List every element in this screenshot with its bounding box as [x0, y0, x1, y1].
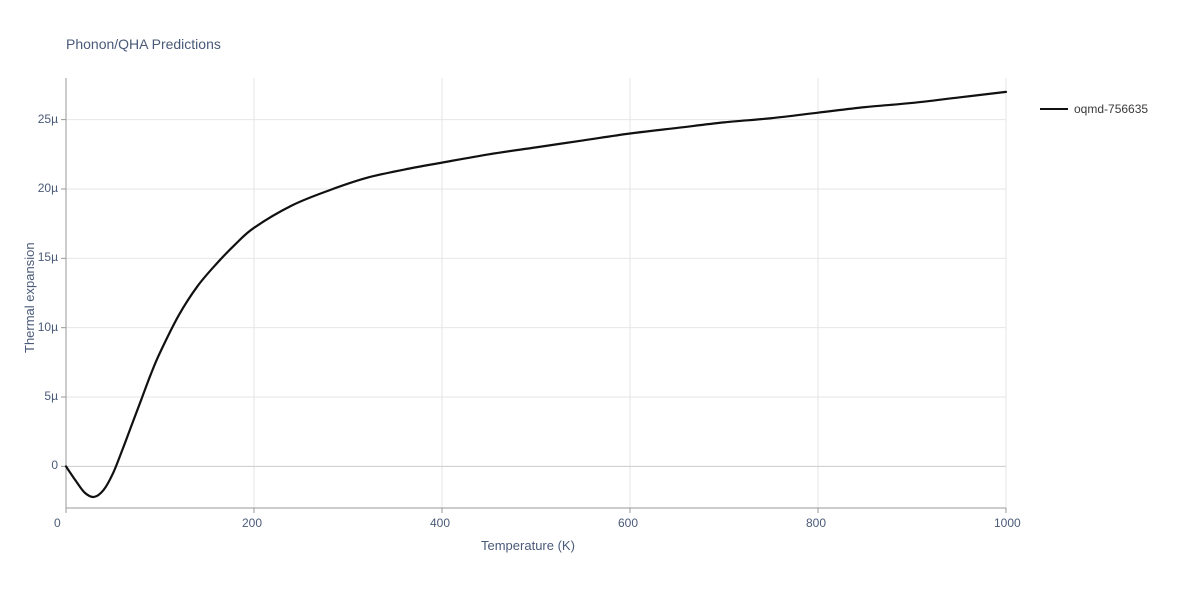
legend-series-label: oqmd-756635 [1074, 102, 1148, 116]
y-tick-label: 20µ [38, 181, 58, 195]
y-tick-label: 5µ [44, 389, 58, 403]
y-tick-label: 10µ [38, 320, 58, 334]
x-tick-label: 600 [618, 516, 638, 530]
x-tick-label: 0 [54, 516, 61, 530]
x-axis-label: Temperature (K) [481, 538, 575, 553]
y-tick-label: 0 [51, 458, 58, 472]
x-tick-label: 800 [806, 516, 826, 530]
x-tick-label: 400 [430, 516, 450, 530]
y-axis-label: Thermal expansion [22, 242, 37, 353]
y-tick-label: 15µ [38, 250, 58, 264]
y-tick-label: 25µ [38, 112, 58, 126]
chart-plot-svg [0, 0, 1200, 600]
x-tick-label: 200 [242, 516, 262, 530]
legend-swatch-line [1040, 108, 1068, 110]
x-tick-label: 1000 [994, 516, 1021, 530]
chart-container: Phonon/QHA Predictions Thermal expansion… [0, 0, 1200, 600]
legend: oqmd-756635 [1040, 102, 1148, 116]
